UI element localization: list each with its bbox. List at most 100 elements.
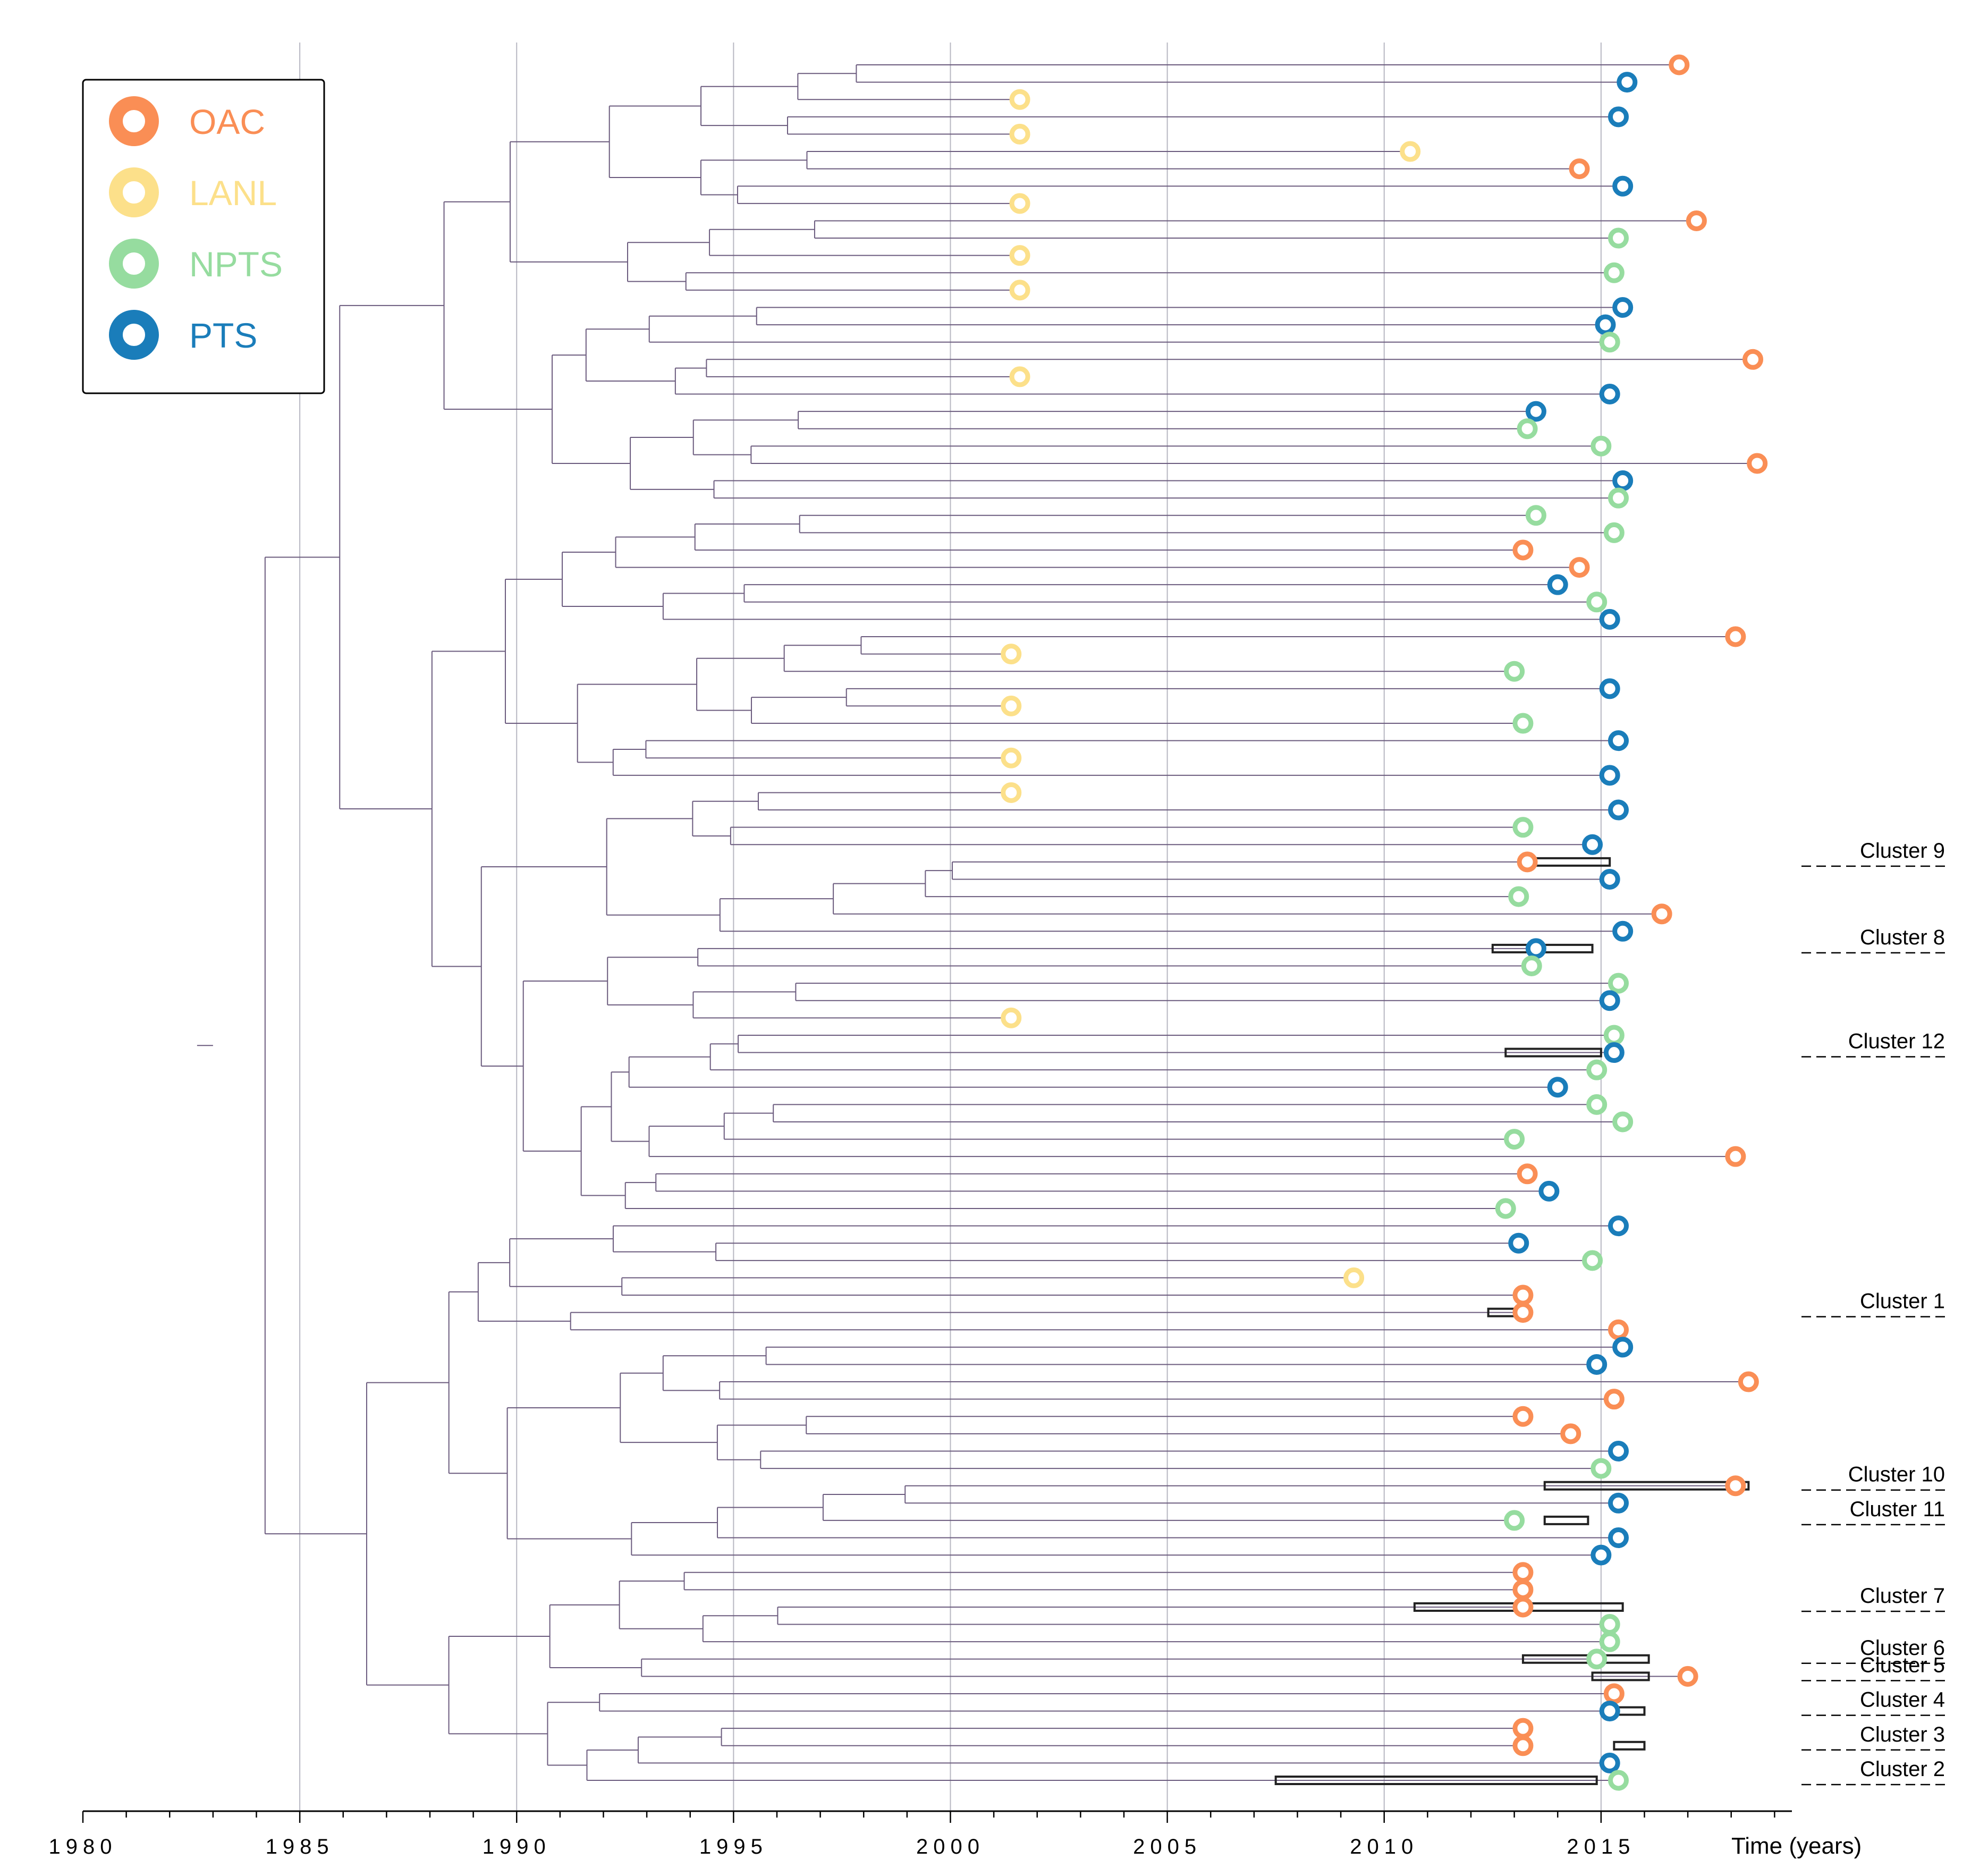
tip-marker-pts [1608, 1440, 1629, 1461]
tip-marker-npts [1591, 435, 1612, 457]
tip-marker-oac [1603, 1683, 1625, 1704]
cluster-label: Cluster 9 [1860, 839, 1945, 863]
tick-label-2010: 2010 [1350, 1835, 1418, 1858]
legend-label-lanl: LANL [189, 173, 277, 213]
tip-marker-oac [1512, 539, 1534, 561]
cluster-bar [1543, 1515, 1589, 1525]
tip-marker-npts [1608, 227, 1629, 249]
tip-marker-npts [1608, 973, 1629, 994]
tip-marker-oac [1512, 1285, 1534, 1306]
tip-marker-oac [1512, 1735, 1534, 1756]
tip-marker-pts [1617, 72, 1638, 93]
tip-marker-pts [1612, 1337, 1634, 1358]
tip-marker-oac [1738, 1371, 1759, 1392]
tip-marker-lanl [1009, 123, 1030, 145]
tip-marker-pts [1547, 574, 1568, 595]
cluster-label: Cluster 4 [1860, 1688, 1945, 1712]
legend: OAC LANL NPTS PTS [82, 79, 325, 394]
tip-marker-oac [1686, 210, 1707, 231]
tip-marker-oac [1512, 1579, 1534, 1600]
cluster-highlights [1274, 857, 1750, 1785]
legend-label-pts: PTS [189, 316, 257, 355]
tip-marker-npts [1504, 1510, 1525, 1531]
tree-branches [197, 64, 1757, 1781]
tip-marker-pts [1525, 401, 1546, 422]
legend-marker-oac [109, 96, 159, 146]
tip-marker-npts [1608, 487, 1629, 509]
tip-marker-npts [1599, 1631, 1620, 1652]
legend-label-oac: OAC [189, 102, 265, 141]
tip-marker-oac [1512, 1302, 1534, 1323]
tip-marker-oac [1608, 1319, 1629, 1340]
cluster-label: Cluster 8 [1860, 926, 1945, 949]
tip-marker-npts [1521, 956, 1542, 977]
tip-marker-pts [1599, 868, 1620, 890]
cluster-label: Cluster 12 [1848, 1030, 1945, 1053]
tip-marker-pts [1599, 990, 1620, 1011]
tip-marker-pts [1608, 1492, 1629, 1514]
tip-markers [1001, 54, 1768, 1791]
cluster-bar [1543, 1481, 1750, 1491]
tip-marker-npts [1599, 1614, 1620, 1635]
legend-marker-lanl [109, 167, 159, 217]
tip-marker-pts [1547, 1077, 1568, 1098]
tip-marker-oac [1651, 903, 1672, 925]
cluster-label: Cluster 5 [1860, 1653, 1945, 1677]
tick-label-2000: 2000 [916, 1835, 985, 1858]
tip-marker-npts [1591, 1458, 1612, 1479]
cluster-label: Cluster 10 [1848, 1463, 1945, 1486]
tip-marker-oac [1569, 158, 1590, 180]
tip-marker-oac [1603, 1389, 1625, 1410]
tip-marker-oac [1512, 1718, 1534, 1739]
tip-marker-lanl [1001, 644, 1022, 665]
tip-marker-pts [1599, 384, 1620, 405]
x-axis-ticks: 1980 1985 1990 1995 2000 2005 2010 2015 [49, 1811, 1775, 1858]
tip-marker-oac [1747, 453, 1768, 474]
tip-marker-npts [1612, 1111, 1634, 1133]
cluster-bar [1613, 1740, 1646, 1751]
tip-marker-oac [1517, 851, 1538, 873]
tip-marker-npts [1603, 522, 1625, 543]
legend-marker-npts [109, 239, 159, 289]
cluster-label: Cluster 3 [1860, 1723, 1945, 1746]
tip-marker-lanl [1001, 1007, 1022, 1028]
tip-marker-oac [1725, 626, 1746, 647]
tip-marker-pts [1599, 678, 1620, 699]
legend-marker-pts [109, 310, 159, 360]
cluster-label: Cluster 2 [1860, 1757, 1945, 1781]
tip-marker-pts [1608, 1215, 1629, 1237]
tip-marker-pts [1603, 1042, 1625, 1063]
tip-marker-npts [1586, 591, 1608, 613]
tip-marker-pts [1508, 1232, 1529, 1254]
tip-marker-lanl [1009, 280, 1030, 301]
tip-marker-npts [1603, 262, 1625, 283]
cluster-bar [1535, 857, 1611, 867]
tip-marker-npts [1512, 817, 1534, 838]
cluster-bar [1504, 1047, 1602, 1058]
cluster-label: Cluster 6 [1860, 1636, 1945, 1660]
tick-label-1985: 1985 [266, 1835, 334, 1858]
tip-marker-oac [1517, 1163, 1538, 1185]
tip-marker-npts [1586, 1094, 1608, 1115]
tip-marker-pts [1599, 1752, 1620, 1773]
tip-marker-pts [1586, 1354, 1608, 1375]
x-axis-label: Time (years) [1731, 1833, 1862, 1859]
tip-marker-pts [1591, 1544, 1612, 1566]
tick-label-1980: 1980 [49, 1835, 117, 1858]
tip-marker-oac [1569, 557, 1590, 578]
tip-marker-lanl [1400, 141, 1421, 162]
tip-marker-lanl [1009, 366, 1030, 387]
tip-marker-pts [1599, 609, 1620, 630]
tip-marker-lanl [1343, 1267, 1365, 1288]
tip-marker-pts [1599, 765, 1620, 786]
tip-marker-pts [1525, 938, 1546, 959]
tip-marker-pts [1608, 106, 1629, 128]
tip-marker-npts [1495, 1198, 1516, 1219]
tip-marker-pts [1608, 799, 1629, 821]
tip-marker-npts [1582, 1250, 1603, 1271]
tip-marker-npts [1586, 1059, 1608, 1080]
tip-marker-npts [1504, 661, 1525, 682]
tip-marker-oac [1742, 349, 1764, 370]
tip-marker-npts [1599, 332, 1620, 353]
